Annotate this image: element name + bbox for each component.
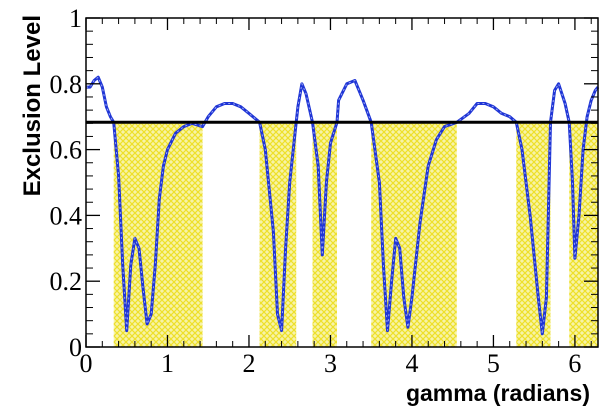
y-tick-label: 1 <box>69 4 82 33</box>
tick-layer: 0 1 2 3 4 5 6 0 0.2 0.4 0.6 0.8 1 <box>50 4 598 378</box>
y-tick-label: 0.2 <box>50 267 83 296</box>
x-tick-label: 3 <box>324 349 337 378</box>
x-tick-label: 5 <box>487 349 500 378</box>
x-tick-label: 4 <box>405 349 418 378</box>
x-tick-label: 0 <box>80 349 93 378</box>
excluded-region-4 <box>371 122 457 347</box>
y-tick-label: 0 <box>69 333 82 362</box>
x-tick-label: 6 <box>568 349 581 378</box>
y-tick-label: 0.8 <box>50 70 83 99</box>
x-tick-label: 1 <box>161 349 174 378</box>
exclusion-curve-dash <box>86 76 599 334</box>
plot-border <box>85 17 599 348</box>
plot-frame <box>85 17 599 348</box>
x-axis-title: gamma (radians) <box>406 380 590 406</box>
y-axis-title: Exclusion Level <box>19 15 46 196</box>
y-tick-label: 0.6 <box>50 136 83 165</box>
curve-layer <box>86 75 600 336</box>
excluded-region-layer <box>113 122 598 347</box>
x-tick-label: 2 <box>242 349 255 378</box>
y-tick-label: 0.4 <box>50 201 83 230</box>
